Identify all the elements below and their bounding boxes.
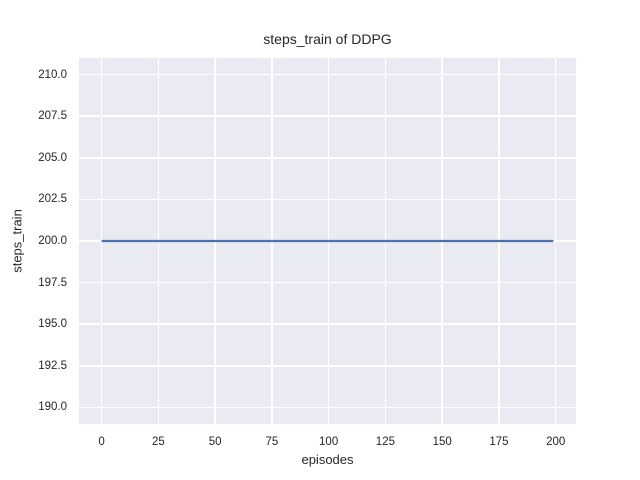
y-tick-label: 200.0 <box>38 235 67 247</box>
x-axis-label: episodes <box>301 452 354 467</box>
x-tick-label: 200 <box>546 436 566 448</box>
gridline-horizontal <box>79 198 576 201</box>
gridline-vertical <box>554 58 557 424</box>
gridline-horizontal <box>79 365 576 367</box>
y-tick-label: 192.5 <box>38 359 67 372</box>
gridline-horizontal <box>79 73 576 76</box>
gridline-horizontal <box>79 115 576 117</box>
gridline-horizontal <box>79 281 576 284</box>
gridline-horizontal <box>79 323 576 325</box>
x-tick-label: 0 <box>98 436 105 448</box>
x-tick-label: 175 <box>489 436 509 448</box>
plot-canvas <box>101 239 554 243</box>
y-tick-label: 205.0 <box>38 151 67 164</box>
x-tick-label: 150 <box>432 436 452 448</box>
y-tick-label: 202.5 <box>38 193 67 206</box>
y-tick-label: 210.0 <box>38 68 67 81</box>
x-tick-label: 75 <box>265 436 279 448</box>
y-tick-label: 190.0 <box>38 401 67 414</box>
x-tick-label: 25 <box>151 436 165 448</box>
y-tick-label: 207.5 <box>38 110 67 123</box>
y-tick-label: 195.0 <box>38 318 67 331</box>
x-tick-label: 100 <box>319 436 339 448</box>
x-tick-label: 50 <box>208 436 222 448</box>
plot-area <box>79 58 576 424</box>
x-tick-label: 125 <box>375 436 395 448</box>
gridline-vertical <box>100 58 103 424</box>
gridline-horizontal <box>79 157 576 159</box>
y-tick-label: 197.5 <box>38 276 67 289</box>
chart-title: steps_train of DDPG <box>263 31 392 47</box>
gridline-horizontal <box>79 406 576 409</box>
